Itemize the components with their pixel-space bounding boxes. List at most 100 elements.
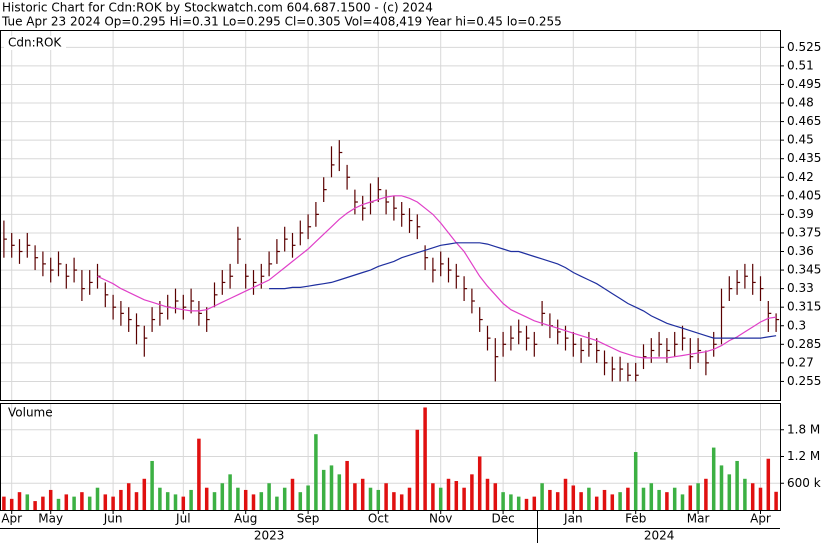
volume-bar (41, 496, 45, 510)
moving-average (97, 195, 777, 359)
x-tick-label: Apr (750, 512, 771, 526)
x-tick-label: Jan (563, 512, 583, 526)
y-tick-label: 0.33 (787, 281, 814, 295)
volume-bar (158, 487, 162, 510)
volume-bar (563, 478, 568, 510)
y-tick-label: 0.345 (787, 263, 821, 277)
v-tick-label: 1.2 M (787, 449, 820, 463)
chart-subtitle: Tue Apr 23 2024 Op=0.295 Hi=0.31 Lo=0.29… (1, 15, 562, 29)
volume-bar (103, 494, 108, 510)
volume-bar (743, 478, 747, 510)
volume-bar (360, 478, 365, 510)
volume-bar (72, 496, 76, 510)
volume-bar (485, 478, 490, 510)
volume-bar (735, 460, 739, 510)
volume-bar (446, 478, 451, 510)
volume-bar (532, 496, 537, 510)
volume-bar (95, 487, 100, 510)
volume-bar (423, 407, 427, 510)
volume-bar (80, 492, 84, 510)
y-tick-label: 0.48 (787, 96, 814, 110)
year-label: 2023 (254, 529, 285, 543)
volume-bar (509, 494, 513, 510)
y-tick-label: 0.39 (787, 207, 814, 221)
volume-bar (368, 487, 373, 510)
volume-bar (610, 494, 615, 510)
volume-bar (470, 474, 474, 510)
volume-bar (719, 465, 724, 510)
volume-bar (392, 492, 396, 510)
volume-bar (243, 489, 248, 510)
volume-bar (56, 498, 61, 510)
moving-average (269, 242, 777, 339)
volume-bar (251, 494, 256, 510)
x-tick-label: Mar (687, 512, 710, 526)
volume-bar (399, 494, 404, 510)
y-tick-label: 0.42 (787, 170, 814, 184)
year-label: 2024 (644, 529, 675, 543)
y-tick-label: 0.45 (787, 133, 814, 147)
volume-bar (766, 458, 771, 510)
volume-bar (329, 465, 334, 510)
volume-bar (688, 485, 693, 510)
volume-bar (415, 429, 420, 510)
volume-bar (87, 496, 92, 510)
volume-bar (501, 492, 505, 510)
v-tick-label: 1.8 M (787, 422, 820, 436)
y-tick-label: 0.285 (787, 337, 821, 351)
y-tick-label: 0.435 (787, 151, 821, 165)
chart-title: Historic Chart for Cdn:ROK by Stockwatch… (2, 1, 433, 15)
x-tick-label: Apr (1, 512, 22, 526)
volume-bar (259, 492, 264, 510)
volume-bar (477, 456, 482, 510)
volume-bar (626, 487, 630, 510)
volume-bar (337, 474, 342, 510)
volume-bar (454, 481, 459, 510)
volume-bar (438, 487, 443, 510)
volume-bar (407, 487, 412, 510)
x-tick-label: Jul (175, 512, 190, 526)
volume-bar (657, 489, 661, 510)
volume-bar (111, 496, 115, 510)
x-tick-label: Aug (234, 512, 257, 526)
volume-bar (587, 487, 591, 510)
volume-bar (282, 487, 287, 510)
volume-bar (9, 498, 14, 510)
volume-bar (212, 492, 217, 510)
volume-bar (680, 494, 685, 510)
volume-bar (649, 483, 654, 510)
volume-bar (275, 496, 279, 510)
volume-bar (119, 489, 123, 510)
price-panel (0, 30, 781, 401)
x-tick-label: Nov (429, 512, 452, 526)
volume-bar (665, 492, 669, 510)
x-tick-label: Sep (297, 512, 320, 526)
label-bg (4, 36, 66, 50)
volume-bar (633, 452, 638, 510)
marks (2, 140, 780, 510)
volume-bar (758, 487, 763, 510)
volume-bar (462, 487, 466, 510)
x-tick-label: Feb (625, 512, 646, 526)
y-tick-label: 0.315 (787, 300, 821, 314)
volume-bar (540, 483, 544, 510)
volume-bar (727, 474, 732, 510)
x-tick-label: Jun (103, 512, 123, 526)
y-tick-label: 0.495 (787, 77, 821, 91)
volume-bar (236, 487, 240, 510)
volume-bar (516, 496, 521, 510)
y-tick-label: 0.51 (787, 58, 814, 72)
volume-bar (17, 492, 22, 510)
x-tick-label: May (38, 512, 63, 526)
volume-bar (298, 492, 303, 510)
volume-bar (711, 447, 716, 510)
volume-bar (602, 489, 607, 510)
volume-bar (2, 496, 6, 510)
volume-bar (376, 489, 381, 510)
volume-bar (173, 494, 178, 510)
volume-bar (228, 474, 232, 510)
y-tick-label: 0.36 (787, 244, 814, 258)
volume-bar (321, 469, 326, 510)
